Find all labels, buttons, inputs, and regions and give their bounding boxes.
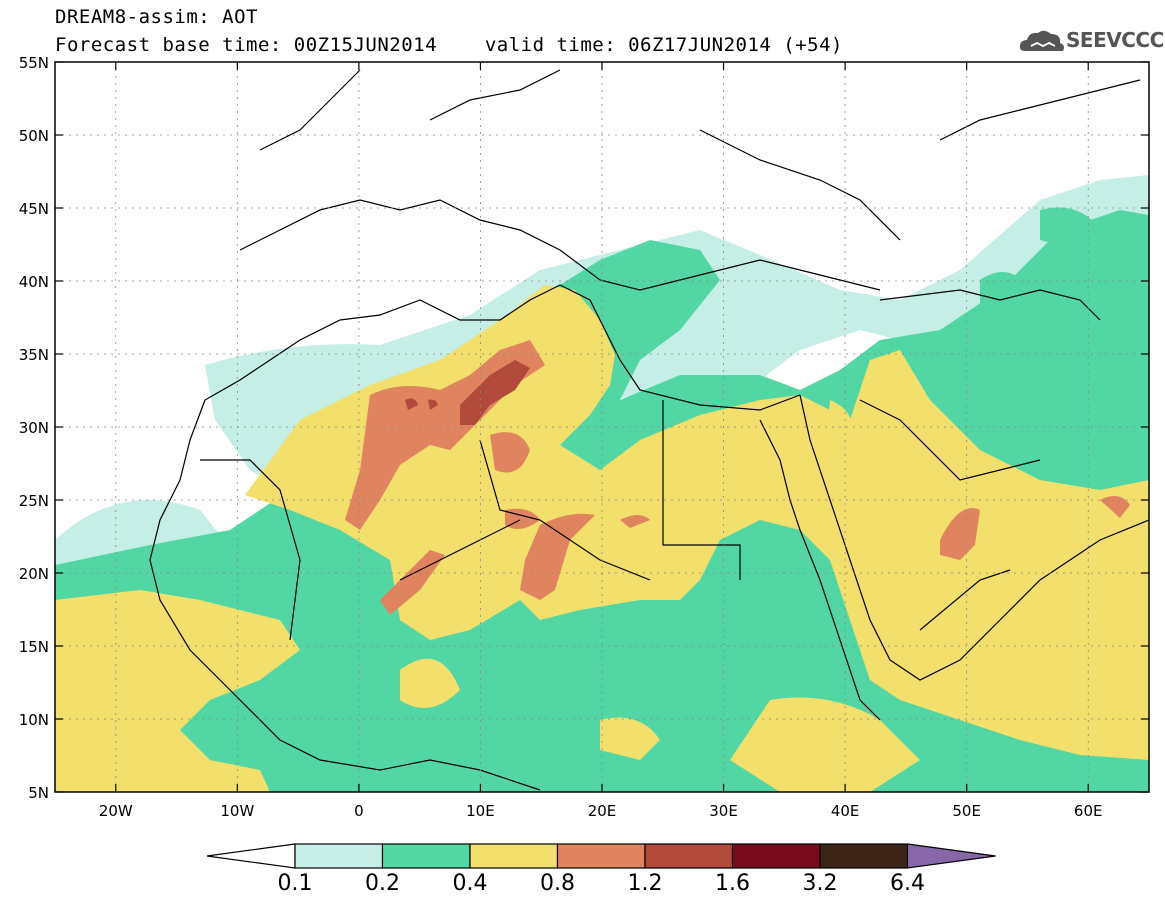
cloud-logo-icon [1019, 30, 1064, 51]
colorbar-label: 0.4 [453, 871, 488, 896]
colorbar-label: 6.4 [890, 871, 925, 896]
graticule [55, 62, 1149, 792]
colorbar-label: 3.2 [803, 871, 838, 896]
lon-label: 10E [466, 802, 495, 820]
colorbar-segment [469, 843, 559, 869]
lon-label: 10W [220, 802, 254, 820]
lon-label: 0 [354, 802, 364, 820]
lon-label: 50E [952, 802, 981, 820]
base-time: Forecast base time: 00Z15JUN2014 [55, 34, 438, 56]
aot-field [55, 62, 1149, 792]
map-subtitle: Forecast base time: 00Z15JUN2014 valid t… [55, 34, 843, 56]
colorbar-upper-arrow [906, 843, 996, 869]
colorbar-label: 0.8 [540, 871, 575, 896]
lat-label: 10N [19, 711, 49, 729]
map-title: DREAM8-assim: AOT [55, 6, 258, 28]
colorbar-label: 0.1 [278, 871, 313, 896]
lat-label: 25N [19, 492, 49, 510]
lat-label: 40N [19, 273, 49, 291]
lon-label: 20E [588, 802, 617, 820]
lat-label: 35N [19, 346, 49, 364]
valid-time: valid time: 06Z17JUN2014 (+54) [484, 34, 843, 56]
colorbar-segment [731, 843, 821, 869]
colorbar: 0.1 0.2 0.4 0.8 1.2 1.6 3.2 6.4 [206, 843, 996, 896]
colorbar-segment [381, 843, 471, 869]
colorbar-segment [819, 843, 909, 869]
colorbar-label: 1.2 [628, 871, 663, 896]
colorbar-segment [556, 843, 646, 869]
longitude-axis: 20W 10W 0 10E 20E 30E 40E 50E 60E [99, 62, 1103, 820]
colorbar-segment [644, 843, 734, 869]
lon-label: 60E [1074, 802, 1103, 820]
lat-label: 45N [19, 200, 49, 218]
lat-label: 55N [19, 54, 49, 72]
colorbar-label: 1.6 [715, 871, 750, 896]
lat-label: 15N [19, 638, 49, 656]
lat-label: 50N [19, 127, 49, 145]
lon-label: 20W [99, 802, 133, 820]
lat-label: 5N [28, 784, 49, 802]
latitude-axis: 55N 50N 45N 40N 35N 30N 25N 20N 15N 10N 5N [19, 54, 1149, 802]
lat-label: 20N [19, 565, 49, 583]
colorbar-lower-arrow [206, 843, 296, 869]
lat-label: 30N [19, 419, 49, 437]
lon-label: 30E [709, 802, 738, 820]
colorbar-label: 0.2 [365, 871, 400, 896]
lon-label: 40E [831, 802, 860, 820]
coastlines [149, 69, 1149, 791]
logo-text: SEEVCCC [1066, 28, 1164, 52]
colorbar-segment [294, 843, 384, 869]
